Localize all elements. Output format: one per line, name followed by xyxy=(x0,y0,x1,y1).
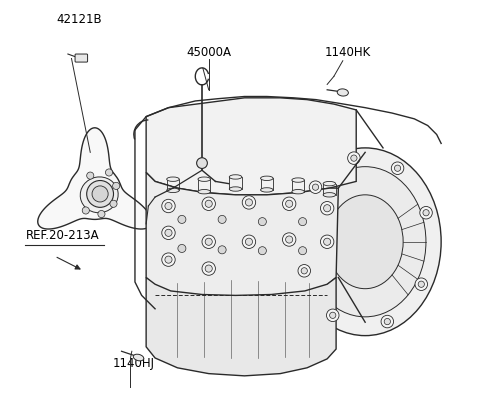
Text: 45000A: 45000A xyxy=(186,46,231,59)
Ellipse shape xyxy=(292,178,304,183)
Circle shape xyxy=(205,201,212,208)
Circle shape xyxy=(82,207,89,214)
Circle shape xyxy=(202,235,216,249)
Circle shape xyxy=(202,197,216,211)
Circle shape xyxy=(326,309,339,322)
Circle shape xyxy=(258,247,266,255)
Circle shape xyxy=(351,156,357,162)
Circle shape xyxy=(162,253,175,267)
Ellipse shape xyxy=(261,188,273,192)
Ellipse shape xyxy=(80,178,118,213)
Circle shape xyxy=(87,173,94,180)
Ellipse shape xyxy=(167,178,179,182)
Ellipse shape xyxy=(229,188,242,192)
Ellipse shape xyxy=(167,189,179,193)
Ellipse shape xyxy=(198,178,211,182)
Circle shape xyxy=(282,197,296,211)
Circle shape xyxy=(218,246,226,254)
Circle shape xyxy=(258,218,266,226)
Circle shape xyxy=(324,205,331,212)
Circle shape xyxy=(324,239,331,246)
Circle shape xyxy=(423,210,429,216)
Ellipse shape xyxy=(292,190,304,195)
Circle shape xyxy=(301,268,307,274)
Circle shape xyxy=(98,211,105,218)
Circle shape xyxy=(162,200,175,213)
Circle shape xyxy=(299,218,307,226)
Circle shape xyxy=(312,185,319,191)
Circle shape xyxy=(321,202,334,216)
Circle shape xyxy=(286,201,293,208)
Circle shape xyxy=(178,245,186,253)
Ellipse shape xyxy=(323,182,336,186)
Circle shape xyxy=(391,163,404,175)
Circle shape xyxy=(381,316,394,328)
Circle shape xyxy=(418,281,424,287)
Circle shape xyxy=(162,227,175,240)
Circle shape xyxy=(395,166,401,172)
Ellipse shape xyxy=(133,354,144,361)
Text: 1140HJ: 1140HJ xyxy=(113,356,155,369)
Circle shape xyxy=(309,181,322,194)
Circle shape xyxy=(298,265,311,278)
Circle shape xyxy=(218,216,226,224)
Circle shape xyxy=(202,262,216,275)
Circle shape xyxy=(282,233,296,247)
Ellipse shape xyxy=(337,90,348,97)
Circle shape xyxy=(245,199,252,206)
Circle shape xyxy=(242,235,256,249)
Text: 42121B: 42121B xyxy=(57,13,102,26)
Circle shape xyxy=(299,247,307,255)
Text: REF.20-213A: REF.20-213A xyxy=(25,229,99,242)
Text: 1140HK: 1140HK xyxy=(325,46,371,59)
Circle shape xyxy=(197,158,207,169)
Circle shape xyxy=(415,278,428,291)
Circle shape xyxy=(165,256,172,263)
Polygon shape xyxy=(146,99,356,195)
Circle shape xyxy=(330,312,336,319)
Circle shape xyxy=(420,207,432,219)
Circle shape xyxy=(165,230,172,237)
Ellipse shape xyxy=(198,190,211,195)
Ellipse shape xyxy=(323,193,336,197)
Polygon shape xyxy=(38,128,152,230)
Polygon shape xyxy=(146,278,336,376)
Circle shape xyxy=(321,235,334,249)
Polygon shape xyxy=(146,173,338,299)
Circle shape xyxy=(245,239,252,246)
Circle shape xyxy=(178,216,186,224)
Ellipse shape xyxy=(229,176,242,180)
Ellipse shape xyxy=(327,195,403,289)
Circle shape xyxy=(110,201,117,208)
Circle shape xyxy=(87,181,113,208)
Circle shape xyxy=(113,183,120,190)
Circle shape xyxy=(242,196,256,210)
Ellipse shape xyxy=(261,177,273,181)
Circle shape xyxy=(286,236,293,244)
Circle shape xyxy=(106,169,113,177)
Circle shape xyxy=(205,239,212,246)
Ellipse shape xyxy=(289,149,441,336)
Circle shape xyxy=(384,319,390,325)
Circle shape xyxy=(92,186,108,202)
Circle shape xyxy=(165,203,172,210)
Circle shape xyxy=(348,152,360,165)
FancyBboxPatch shape xyxy=(75,55,87,63)
Ellipse shape xyxy=(304,167,426,317)
Circle shape xyxy=(205,266,212,273)
